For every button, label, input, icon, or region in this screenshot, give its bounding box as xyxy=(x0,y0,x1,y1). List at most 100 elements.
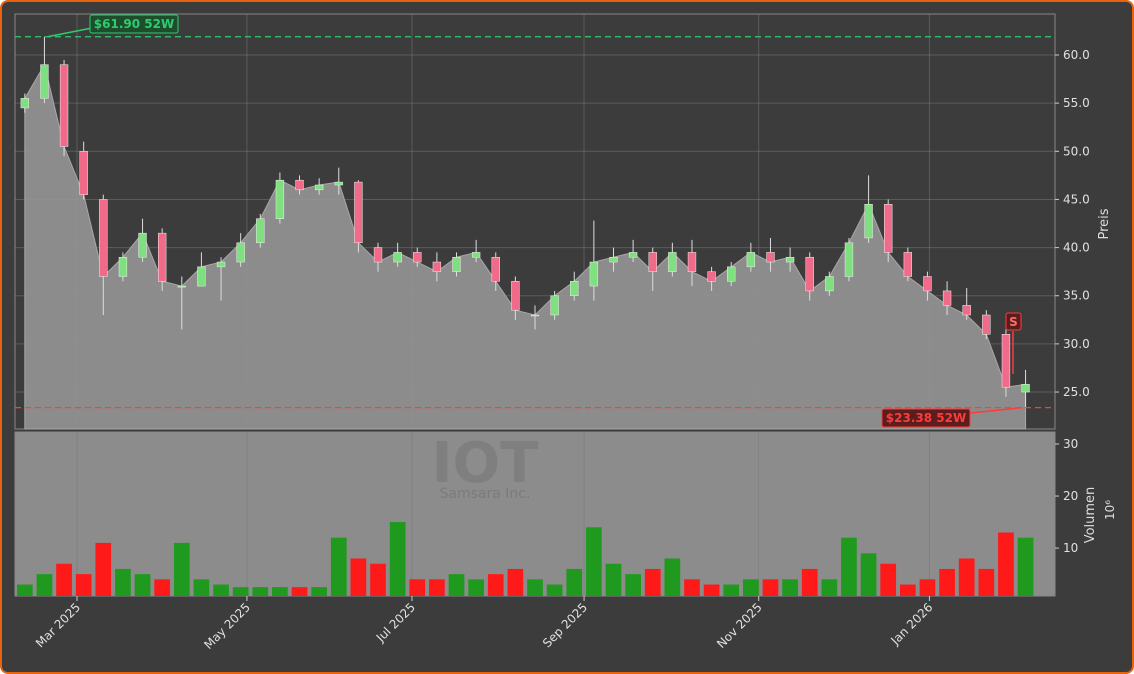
candle-body xyxy=(1001,334,1011,388)
candle-body xyxy=(942,290,952,306)
volume-bar xyxy=(213,584,229,596)
volume-bar xyxy=(272,587,288,596)
annotation-box xyxy=(881,408,971,428)
candle-body xyxy=(59,64,69,147)
x-tick-label: Jul 2025 xyxy=(373,600,418,645)
volume-bar xyxy=(193,579,210,596)
volume-bar xyxy=(841,537,857,596)
volume-bar xyxy=(625,574,641,596)
volume-bar xyxy=(605,563,622,596)
candle-body xyxy=(727,266,736,282)
candle-body xyxy=(99,199,108,277)
candle-body xyxy=(79,151,88,195)
candle-body xyxy=(746,252,756,268)
volume-bar xyxy=(703,584,720,596)
volume-bar xyxy=(370,563,386,596)
candle-body xyxy=(1021,384,1030,393)
volume-bar xyxy=(154,579,171,596)
x-tick-label: May 2025 xyxy=(201,600,253,652)
candle-body xyxy=(707,271,716,282)
volume-bar xyxy=(448,574,465,596)
y-tick-label: 45.0 xyxy=(1063,192,1090,206)
candle-body xyxy=(295,179,304,191)
x-tick-label: Sep 2025 xyxy=(540,600,590,650)
candle-body xyxy=(570,281,579,296)
candle-body xyxy=(216,261,226,268)
volume-bar xyxy=(821,579,838,596)
annotation-arrow xyxy=(969,406,1023,414)
x-tick-label: Mar 2025 xyxy=(33,600,83,650)
y-tick-label: 50.0 xyxy=(1063,144,1090,158)
volume-bar xyxy=(880,563,897,596)
candle-body xyxy=(471,252,481,258)
volume-bar xyxy=(429,579,445,596)
candle-body xyxy=(20,98,29,109)
candle-body xyxy=(668,252,677,272)
candle-body xyxy=(864,204,873,239)
volume-bar xyxy=(546,584,563,596)
candle-body xyxy=(393,252,402,263)
volume-bar xyxy=(330,537,347,596)
volume-bar xyxy=(801,568,818,596)
candle-body xyxy=(962,305,971,316)
candle-body xyxy=(511,281,520,311)
y-axis-label: Preis xyxy=(1097,208,1112,239)
volume-bar xyxy=(586,527,602,596)
signal-box xyxy=(1005,312,1022,331)
volume-bar xyxy=(487,574,504,596)
ticker-watermark: IOT xyxy=(432,431,539,496)
candle-body xyxy=(589,261,599,287)
volume-bar xyxy=(311,587,327,596)
candle-body xyxy=(766,252,775,263)
candle-body xyxy=(609,256,618,263)
candle-body xyxy=(236,242,245,263)
annotation-box xyxy=(89,14,179,34)
x-tick-label: Jan 2026 xyxy=(888,600,936,648)
volume-bar xyxy=(389,522,406,596)
volume-bar xyxy=(782,579,798,596)
volume-bar xyxy=(291,587,308,596)
candle-body xyxy=(256,218,265,244)
candle-body xyxy=(177,285,186,288)
candle-body xyxy=(197,266,206,287)
candle-body xyxy=(334,181,343,186)
candle-body xyxy=(805,256,814,292)
y-tick-label: 60.0 xyxy=(1063,48,1090,62)
company-watermark: Samsara Inc. xyxy=(440,486,531,502)
volume-bar xyxy=(644,568,661,596)
volume-bar xyxy=(684,579,700,596)
volume-bar xyxy=(252,587,269,596)
volume-bar xyxy=(958,558,975,596)
volume-bar xyxy=(919,579,936,596)
candle-body xyxy=(550,295,559,316)
volume-bar xyxy=(173,542,190,596)
volume-bar xyxy=(1017,537,1034,596)
volume-bar xyxy=(134,574,151,596)
candle-body xyxy=(138,232,147,258)
candle-body xyxy=(157,232,167,282)
volume-bar xyxy=(899,584,916,596)
volume-bar xyxy=(566,568,583,596)
y-tick-label: 10 xyxy=(1063,541,1078,555)
volume-bar xyxy=(468,579,484,596)
volume-bar xyxy=(998,532,1014,596)
candle-body xyxy=(491,256,500,282)
volume-bar xyxy=(409,579,426,596)
candle-body xyxy=(785,256,795,263)
candle-body xyxy=(530,314,540,317)
y-tick-label: 35.0 xyxy=(1063,289,1090,303)
volume-bar xyxy=(743,579,759,596)
volume-bar xyxy=(115,568,131,596)
volume-bar xyxy=(939,568,955,596)
y-tick-label: 25.0 xyxy=(1063,385,1090,399)
candle-body xyxy=(884,204,893,253)
candle-body xyxy=(844,242,854,277)
candle-body xyxy=(432,261,442,272)
candle-body xyxy=(825,276,834,292)
candle-body xyxy=(314,184,324,191)
volume-bar xyxy=(723,584,740,596)
candle-body xyxy=(903,252,913,277)
volume-bar xyxy=(762,579,779,596)
volume-bar xyxy=(16,584,33,596)
candle-body xyxy=(452,256,461,272)
